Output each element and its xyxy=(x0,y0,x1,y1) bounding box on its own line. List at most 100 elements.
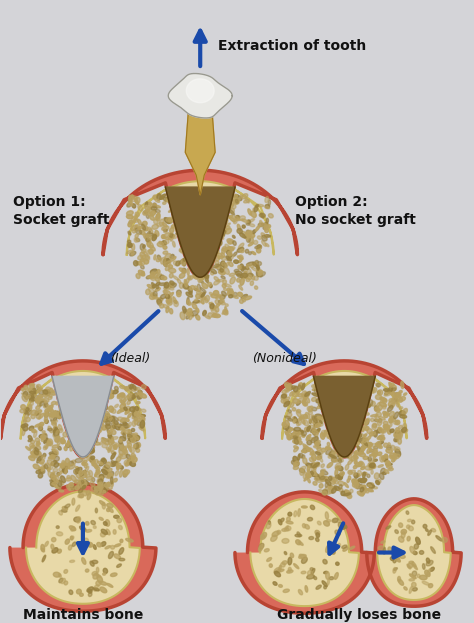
Ellipse shape xyxy=(246,231,252,236)
Ellipse shape xyxy=(341,390,345,394)
Ellipse shape xyxy=(149,207,152,214)
Ellipse shape xyxy=(155,213,160,220)
Ellipse shape xyxy=(372,444,376,448)
Ellipse shape xyxy=(373,424,377,427)
Ellipse shape xyxy=(381,437,385,441)
Ellipse shape xyxy=(298,589,302,595)
Ellipse shape xyxy=(75,485,79,490)
Ellipse shape xyxy=(30,400,33,406)
Ellipse shape xyxy=(152,224,158,229)
Ellipse shape xyxy=(325,477,328,480)
Ellipse shape xyxy=(390,455,393,459)
Ellipse shape xyxy=(199,227,205,232)
Ellipse shape xyxy=(248,219,255,223)
Ellipse shape xyxy=(129,196,131,199)
Ellipse shape xyxy=(428,530,431,535)
Ellipse shape xyxy=(316,474,319,480)
Ellipse shape xyxy=(214,249,219,254)
Ellipse shape xyxy=(73,407,76,410)
Ellipse shape xyxy=(74,424,80,429)
Ellipse shape xyxy=(225,244,231,250)
Ellipse shape xyxy=(183,283,189,290)
Ellipse shape xyxy=(156,257,161,262)
Ellipse shape xyxy=(91,450,94,454)
Ellipse shape xyxy=(136,445,139,449)
Ellipse shape xyxy=(168,298,172,303)
Ellipse shape xyxy=(195,214,200,220)
Ellipse shape xyxy=(228,199,231,202)
Ellipse shape xyxy=(326,571,329,579)
Ellipse shape xyxy=(39,462,44,464)
Ellipse shape xyxy=(251,211,256,217)
Ellipse shape xyxy=(140,259,144,262)
Ellipse shape xyxy=(164,261,171,266)
Ellipse shape xyxy=(149,295,155,300)
Ellipse shape xyxy=(346,392,351,398)
Ellipse shape xyxy=(154,219,158,224)
Ellipse shape xyxy=(315,440,320,445)
Ellipse shape xyxy=(109,551,113,559)
Ellipse shape xyxy=(208,226,210,233)
Ellipse shape xyxy=(314,422,318,427)
Ellipse shape xyxy=(221,231,226,234)
Ellipse shape xyxy=(137,219,141,225)
Ellipse shape xyxy=(45,402,48,407)
Ellipse shape xyxy=(132,230,136,233)
Ellipse shape xyxy=(386,449,392,453)
Ellipse shape xyxy=(242,297,246,302)
Ellipse shape xyxy=(177,279,181,283)
Ellipse shape xyxy=(75,430,78,435)
Ellipse shape xyxy=(110,573,117,576)
Ellipse shape xyxy=(422,581,429,585)
Ellipse shape xyxy=(331,459,338,462)
Ellipse shape xyxy=(29,384,35,386)
Ellipse shape xyxy=(30,429,37,432)
Ellipse shape xyxy=(122,446,127,451)
Ellipse shape xyxy=(164,282,169,288)
Ellipse shape xyxy=(74,426,80,427)
Ellipse shape xyxy=(222,248,227,251)
Ellipse shape xyxy=(188,258,193,262)
Ellipse shape xyxy=(97,470,100,473)
Ellipse shape xyxy=(95,409,100,412)
Ellipse shape xyxy=(82,490,87,496)
Ellipse shape xyxy=(299,541,303,545)
Ellipse shape xyxy=(43,435,45,439)
Ellipse shape xyxy=(307,466,310,472)
Ellipse shape xyxy=(71,390,76,394)
Ellipse shape xyxy=(30,385,35,391)
Ellipse shape xyxy=(160,194,166,199)
Ellipse shape xyxy=(325,512,328,520)
Ellipse shape xyxy=(197,284,201,292)
Ellipse shape xyxy=(213,313,216,316)
Ellipse shape xyxy=(345,452,348,458)
Ellipse shape xyxy=(351,455,357,461)
Ellipse shape xyxy=(393,412,399,419)
Ellipse shape xyxy=(137,421,141,426)
Ellipse shape xyxy=(347,426,351,430)
Ellipse shape xyxy=(88,446,95,450)
Ellipse shape xyxy=(63,407,67,411)
Ellipse shape xyxy=(300,468,305,473)
Ellipse shape xyxy=(203,310,206,316)
Ellipse shape xyxy=(134,237,138,242)
Ellipse shape xyxy=(384,424,390,429)
Ellipse shape xyxy=(258,270,262,276)
Ellipse shape xyxy=(67,389,71,393)
Ellipse shape xyxy=(25,386,28,391)
Ellipse shape xyxy=(91,386,95,389)
Ellipse shape xyxy=(389,383,392,388)
Ellipse shape xyxy=(285,388,290,392)
Ellipse shape xyxy=(78,408,84,412)
Ellipse shape xyxy=(192,207,196,211)
Ellipse shape xyxy=(237,224,241,231)
Ellipse shape xyxy=(92,571,97,576)
Ellipse shape xyxy=(178,220,182,225)
Ellipse shape xyxy=(348,399,353,402)
Ellipse shape xyxy=(54,462,59,467)
Ellipse shape xyxy=(39,426,43,430)
Ellipse shape xyxy=(306,473,311,478)
Ellipse shape xyxy=(179,193,182,199)
Ellipse shape xyxy=(396,392,401,397)
Ellipse shape xyxy=(395,431,401,437)
